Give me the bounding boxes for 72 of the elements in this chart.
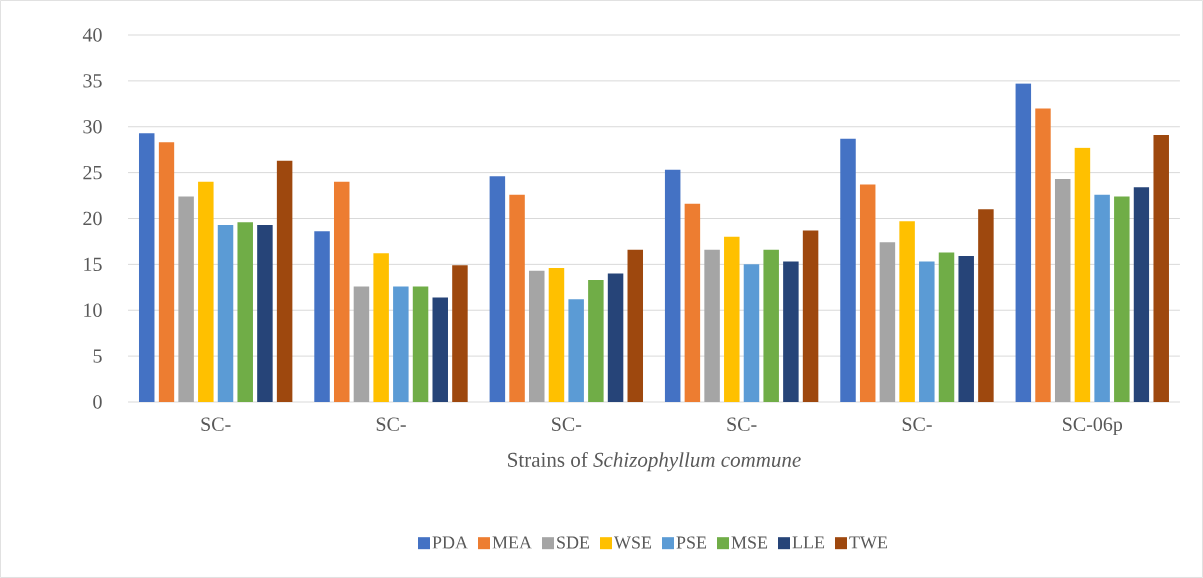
bar bbox=[568, 299, 584, 402]
bar bbox=[1035, 108, 1051, 402]
bar bbox=[879, 242, 896, 402]
y-tick-label: 40 bbox=[82, 28, 102, 42]
legend-label: PSE bbox=[676, 536, 707, 549]
x-axis-title: Strains of Schizophyllum commune bbox=[508, 451, 801, 472]
bar bbox=[1153, 135, 1169, 402]
legend-label: SDE bbox=[557, 536, 590, 549]
bar bbox=[588, 279, 604, 402]
y-tick-label: 30 bbox=[83, 120, 102, 134]
legend-label: MSE bbox=[731, 536, 768, 549]
bar bbox=[1054, 179, 1071, 402]
bar bbox=[919, 261, 935, 402]
bar bbox=[899, 221, 915, 402]
bar bbox=[393, 286, 409, 402]
bar bbox=[958, 256, 974, 402]
bar bbox=[217, 224, 234, 402]
bar bbox=[1015, 83, 1032, 402]
bar bbox=[1094, 194, 1110, 402]
y-tick-label: 0 bbox=[93, 395, 102, 409]
bar bbox=[509, 194, 525, 402]
bar bbox=[1074, 147, 1091, 402]
bar bbox=[607, 273, 624, 402]
y-tick-label: 10 bbox=[84, 303, 102, 317]
bar bbox=[138, 133, 155, 402]
bar bbox=[198, 181, 214, 402]
bar bbox=[664, 169, 681, 402]
bar bbox=[859, 184, 876, 402]
legend-label: LLE bbox=[792, 536, 825, 549]
bar bbox=[802, 230, 819, 402]
x-tick-label: SC- bbox=[376, 417, 406, 431]
x-tick-label: SC- bbox=[902, 417, 932, 431]
y-tick-label: 20 bbox=[83, 211, 102, 226]
bar bbox=[276, 160, 293, 402]
bar bbox=[783, 261, 799, 402]
legend-label: PDA bbox=[432, 536, 468, 549]
bar bbox=[489, 176, 506, 402]
bar bbox=[978, 209, 994, 402]
bar bbox=[1114, 196, 1130, 402]
bar bbox=[938, 252, 955, 402]
bar bbox=[724, 236, 740, 402]
bar bbox=[627, 249, 644, 402]
bar bbox=[333, 181, 350, 402]
x-tick-label: SC- bbox=[727, 417, 757, 431]
legend-label: MEA bbox=[492, 536, 532, 549]
legend-label: WSE bbox=[614, 536, 652, 549]
bar bbox=[432, 297, 448, 402]
legend-label: TWE bbox=[849, 536, 888, 549]
bar bbox=[353, 286, 370, 402]
bar bbox=[452, 265, 468, 402]
y-tick-label: 35 bbox=[83, 74, 102, 88]
y-tick-label: 5 bbox=[93, 349, 102, 363]
x-tick-label: SC-06p bbox=[1063, 417, 1123, 436]
bar bbox=[257, 224, 273, 402]
bar bbox=[158, 142, 175, 402]
bar bbox=[684, 203, 701, 402]
bar bbox=[412, 286, 429, 402]
bar bbox=[178, 196, 194, 402]
x-tick-label: SC- bbox=[552, 417, 582, 431]
bar bbox=[840, 138, 856, 402]
bar bbox=[237, 222, 253, 402]
bar bbox=[314, 231, 330, 402]
x-tick-label: SC- bbox=[201, 417, 231, 431]
bar bbox=[1133, 187, 1150, 402]
bar bbox=[548, 268, 565, 402]
y-tick-label: 15 bbox=[84, 257, 102, 272]
bar bbox=[373, 253, 389, 402]
bar bbox=[743, 264, 760, 402]
bar bbox=[529, 270, 545, 402]
y-tick-label: 25 bbox=[83, 165, 102, 180]
bar bbox=[763, 249, 779, 402]
bar bbox=[704, 249, 720, 402]
